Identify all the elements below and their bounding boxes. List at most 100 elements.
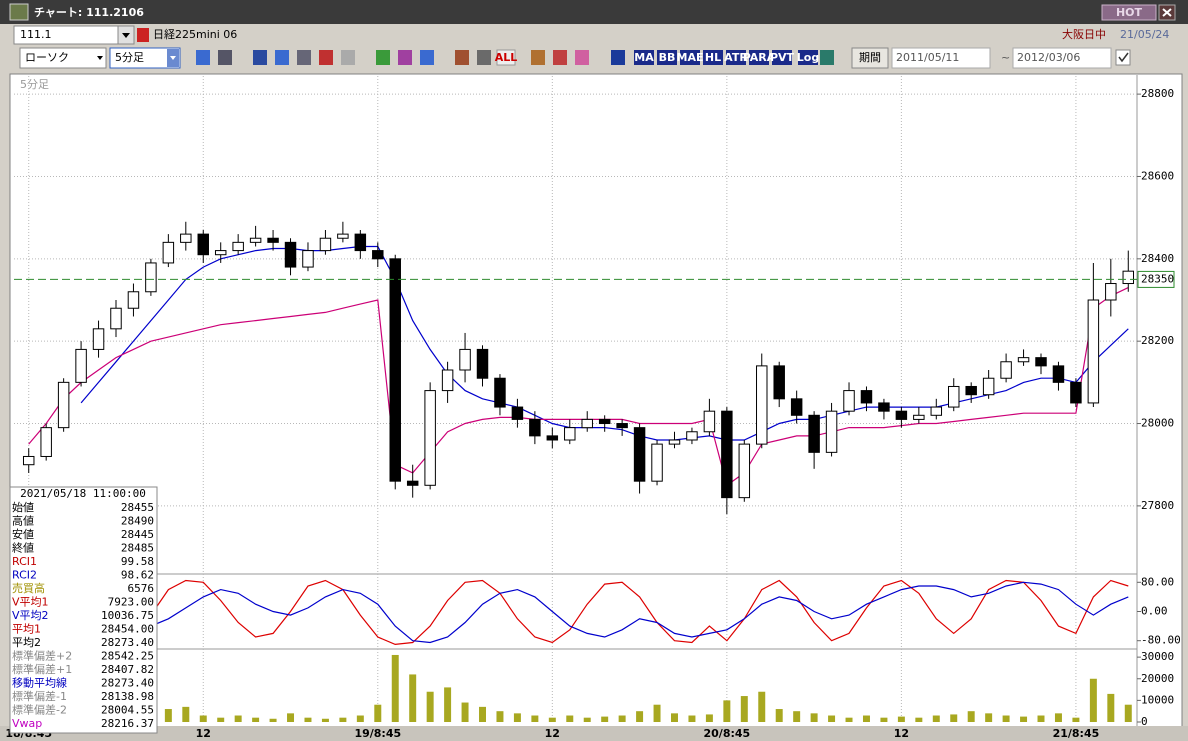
- period-tilde: ~: [1001, 51, 1010, 64]
- hot-button[interactable]: [1101, 4, 1157, 21]
- candle-body: [965, 385, 977, 396]
- toolbar-button[interactable]: [798, 50, 818, 65]
- period-label[interactable]: 期間: [859, 51, 881, 64]
- volume-bar: [304, 717, 312, 722]
- tool-icon[interactable]: [820, 50, 834, 65]
- toolbar-button-label[interactable]: ALL: [495, 51, 518, 64]
- volume-bar: [705, 714, 713, 722]
- candle-body: [668, 439, 681, 445]
- market-date: 21/05/24: [1120, 28, 1169, 41]
- toolbar-button-label[interactable]: ATR: [724, 51, 748, 64]
- candle-body: [459, 348, 471, 371]
- volume-bar: [461, 702, 469, 722]
- to-date-input[interactable]: [1012, 47, 1112, 69]
- y-tick-label: 27800: [1141, 499, 1174, 512]
- x-tick-label: 21/8:45: [1053, 727, 1100, 740]
- y-tick-label: -80.00: [1141, 634, 1181, 647]
- toolbar-button-label[interactable]: PARA: [743, 51, 776, 64]
- tool-icon[interactable]: [398, 50, 412, 65]
- volume-bar: [496, 711, 504, 722]
- check-mark[interactable]: [1118, 52, 1129, 63]
- tool-icon[interactable]: [477, 50, 491, 65]
- volume-bar: [671, 713, 678, 722]
- from-date[interactable]: 2011/05/11: [896, 51, 959, 64]
- from-date-input[interactable]: [891, 47, 991, 69]
- toolbar-button[interactable]: [657, 50, 677, 65]
- tool-icon[interactable]: [376, 50, 390, 65]
- toolbar-button[interactable]: [703, 50, 723, 65]
- toolbar-button[interactable]: [726, 50, 746, 65]
- tool-icon[interactable]: [253, 50, 267, 65]
- tool-icon[interactable]: [218, 50, 232, 65]
- candle-body: [1070, 381, 1082, 404]
- dropdown-arrow[interactable]: [122, 33, 130, 38]
- info-value: 28490: [121, 515, 154, 528]
- toolbar-button-label[interactable]: Log: [797, 51, 819, 64]
- toolbar-button-label[interactable]: BB: [659, 51, 676, 64]
- candle-body: [424, 390, 436, 486]
- tool-icon[interactable]: [275, 50, 289, 65]
- candle-body: [1122, 270, 1135, 285]
- close-icon[interactable]: [1162, 8, 1172, 17]
- tool-icon[interactable]: [455, 50, 469, 65]
- info-label: 標準偏差-1: [12, 689, 67, 703]
- volume-bar: [479, 706, 486, 722]
- candle-body: [372, 250, 384, 260]
- toolbar-button[interactable]: [749, 50, 769, 65]
- candle-body: [22, 455, 35, 466]
- info-label: 始値: [12, 500, 34, 514]
- candle-body: [1000, 361, 1012, 379]
- info-datetime: 2021/05/18 11:00:00: [20, 487, 146, 500]
- style-text[interactable]: ローソク: [25, 51, 69, 64]
- tool-icon[interactable]: [319, 50, 333, 65]
- volume-bar: [444, 687, 452, 722]
- info-value: 6576: [128, 582, 155, 595]
- y-tick-label: 30000: [1141, 650, 1174, 663]
- code-text[interactable]: 111.1: [20, 28, 52, 41]
- volume-bar: [932, 715, 940, 722]
- combo-arrow[interactable]: [97, 56, 103, 60]
- hot-label[interactable]: HOT: [1116, 6, 1143, 19]
- candle-body: [546, 435, 559, 441]
- price-badge-label: 28350: [1141, 272, 1174, 285]
- y-tick-label: 0.00: [1141, 605, 1168, 618]
- volume-bar: [897, 716, 905, 722]
- toolbar-button-label[interactable]: PVT: [770, 51, 795, 64]
- style-combo[interactable]: [19, 47, 107, 69]
- candle-body: [92, 328, 105, 350]
- candle-body: [214, 250, 227, 256]
- y-tick-label: 28600: [1141, 169, 1174, 182]
- combo-arrow[interactable]: [170, 56, 176, 60]
- toolbar-button[interactable]: [634, 50, 654, 65]
- volume-bar: [164, 709, 172, 722]
- period-checkbox[interactable]: [1115, 49, 1131, 66]
- y-tick-label: 80.00: [1141, 575, 1174, 588]
- toolbar-button-label[interactable]: HL: [705, 51, 721, 64]
- tool-icon[interactable]: [553, 50, 567, 65]
- x-tick-label: 12: [196, 727, 211, 740]
- period-button[interactable]: [851, 47, 889, 69]
- toolbar-button[interactable]: [680, 50, 700, 65]
- interval-text[interactable]: 5分足: [115, 51, 144, 64]
- tool-icon[interactable]: [297, 50, 311, 65]
- tool-icon[interactable]: [341, 50, 355, 65]
- toolbar-button-label[interactable]: MA: [634, 51, 654, 64]
- interval-combo[interactable]: [109, 47, 181, 69]
- tool-icon[interactable]: [531, 50, 545, 65]
- tool-icon[interactable]: [575, 50, 589, 65]
- toolbar-button-label[interactable]: MAE: [677, 51, 704, 64]
- volume-bar: [391, 654, 399, 722]
- tool-icon[interactable]: [611, 50, 625, 65]
- volume-bar: [775, 709, 783, 722]
- tool-icon[interactable]: [196, 50, 210, 65]
- toolbar-button[interactable]: [772, 50, 792, 65]
- tool-icon[interactable]: [420, 50, 434, 65]
- toolbar-button[interactable]: [496, 49, 516, 66]
- y-tick-label: 28800: [1141, 87, 1174, 100]
- candle-body: [1105, 283, 1117, 301]
- to-date[interactable]: 2012/03/06: [1017, 51, 1080, 64]
- candle-body: [738, 443, 751, 499]
- indicator-line: [28, 579, 1129, 646]
